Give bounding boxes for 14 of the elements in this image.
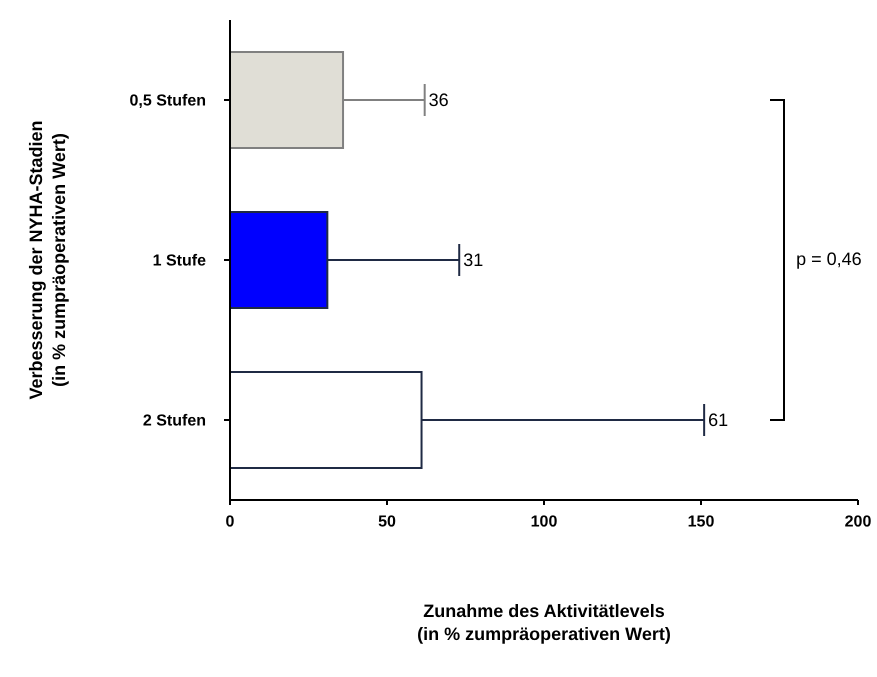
annotation: 36 — [428, 89, 449, 111]
annotation: 61 — [708, 409, 728, 431]
x-tick-label: 100 — [530, 513, 558, 530]
x-tick-label: 200 — [844, 513, 872, 530]
y-axis-title: Verbesserung der NYHA-Stadien (in % zumpräoperativen Wert) — [25, 119, 70, 402]
annotation: 31 — [463, 249, 484, 271]
y-tick-label: 2 Stufen — [142, 412, 206, 430]
x-axis-title: Zunahme des Aktivitätlevels (in % zumpräoperativen Wert) — [416, 600, 672, 646]
x-tick-label: 0 — [226, 513, 235, 530]
annotation: p = 0,46 — [796, 249, 862, 270]
y-tick-label: 1 Stufe — [152, 252, 206, 270]
y-tick-label: 0,5 Stufen — [130, 92, 206, 110]
x-tick-label: 50 — [378, 513, 396, 530]
x-tick-label: 150 — [688, 513, 714, 530]
